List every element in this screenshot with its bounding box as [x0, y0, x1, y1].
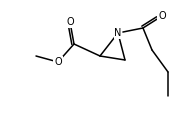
- Text: O: O: [54, 57, 62, 67]
- Text: O: O: [158, 11, 166, 21]
- Text: O: O: [66, 17, 74, 27]
- Text: N: N: [114, 28, 122, 38]
